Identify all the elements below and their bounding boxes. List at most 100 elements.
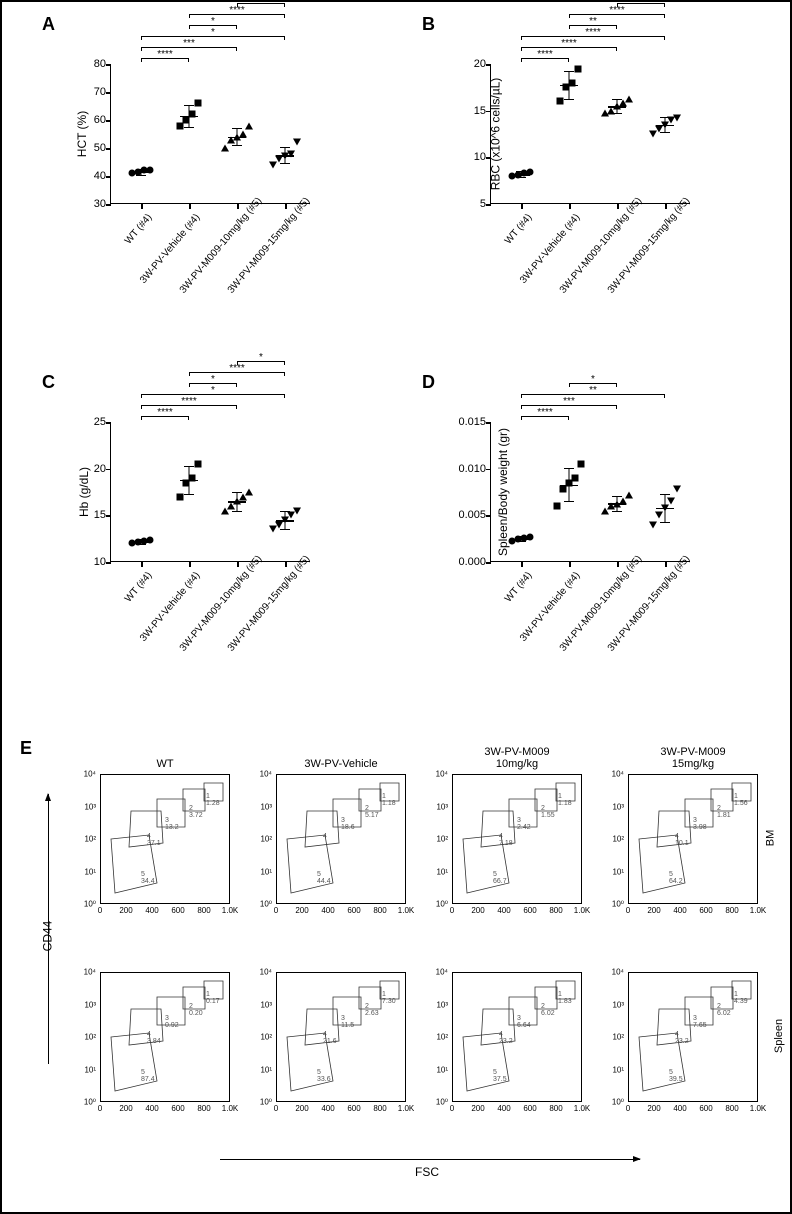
y-tick-label: 0.015 (446, 416, 486, 428)
gate-label: 318.6 (341, 817, 355, 831)
flow-ytick: 10³ (72, 802, 96, 811)
flow-xtick: 200 (647, 1104, 660, 1113)
flow-ytick: 10⁴ (600, 968, 624, 977)
gate-label: 11.83 (558, 991, 572, 1005)
data-point (572, 475, 579, 482)
flow-title: 3W-PV-M00910mg/kg (438, 746, 596, 770)
flow-xtick: 800 (549, 1104, 562, 1113)
gate-label: 533.6 (317, 1069, 331, 1083)
gate-label: 30.92 (165, 1015, 179, 1029)
flow-xtick: 1.0K (222, 906, 238, 915)
significance-label: **** (181, 396, 197, 407)
flow-xtick: 600 (347, 1104, 360, 1113)
significance-label: **** (537, 49, 553, 60)
gate-label: 22.63 (365, 1003, 379, 1017)
flow-row-spleen: 10.1720.2030.9243.84587.410⁰10¹10²10³10⁴… (72, 972, 758, 1130)
flow-ytick: 10² (424, 835, 448, 844)
data-point (560, 486, 567, 493)
data-point (578, 461, 585, 468)
flow-ytick: 10¹ (248, 1065, 272, 1074)
y-tick-label: 30 (66, 198, 106, 210)
flow-ytick: 10³ (424, 1000, 448, 1009)
data-point (239, 131, 247, 138)
flow-ytick: 10⁰ (424, 1098, 448, 1107)
scatter-plot: 10152025Hb (g/dL)WT (#4)3W-PV-Vehicle (#… (110, 422, 310, 562)
gate-label: 23.72 (189, 805, 203, 819)
y-axis-label: Hb (g/dL) (77, 466, 91, 516)
data-point (287, 150, 295, 157)
gate-label: 423.2 (675, 1031, 689, 1045)
flow-plot: 10.1720.2030.9243.84587.410⁰10¹10²10³10⁴… (72, 972, 230, 1130)
significance-label: **** (585, 27, 601, 38)
flow-xtick: 200 (647, 906, 660, 915)
gate-label: 32.42 (517, 817, 531, 831)
gate-label: 11.18 (558, 793, 572, 807)
y-tick-label: 10 (446, 151, 486, 163)
y-tick-label: 40 (66, 170, 106, 182)
flow-area: 11.5621.8133.98410.1564.2 (628, 774, 758, 904)
flow-xtick: 400 (321, 1104, 334, 1113)
gate-label: 17.30 (382, 991, 396, 1005)
flow-ytick: 10² (72, 1033, 96, 1042)
gate-label: 20.20 (189, 1003, 203, 1017)
gate-label: 21.55 (541, 805, 555, 819)
gate-label: 47.18 (499, 833, 513, 847)
flow-ytick: 10³ (248, 1000, 272, 1009)
y-tick-label: 10 (66, 556, 106, 568)
flow-ytick: 10¹ (424, 867, 448, 876)
flow-ytick: 10² (424, 1033, 448, 1042)
flow-xtick: 200 (471, 1104, 484, 1113)
flow-ytick: 10³ (72, 1000, 96, 1009)
data-point (667, 498, 675, 505)
gate-label: 534.4 (141, 871, 155, 885)
flow-ytick: 10¹ (600, 1065, 624, 1074)
y-tick-label: 15 (446, 105, 486, 117)
significance-label: **** (561, 38, 577, 49)
y-axis-label: Spleen/Body weight (gr) (496, 427, 510, 555)
flow-xtick: 1.0K (398, 906, 414, 915)
data-point (189, 475, 196, 482)
flow-xtick: 0 (450, 1104, 454, 1113)
data-point (293, 139, 301, 146)
flow-ytick: 10⁴ (424, 770, 448, 779)
flow-plot: 3W-PV-Vehicle11.1825.17318.64544.410⁰10¹… (248, 774, 406, 932)
gate-label: 437.1 (147, 833, 161, 847)
data-point (619, 498, 627, 505)
flow-area: 17.3022.63311.5421.6533.6 (276, 972, 406, 1102)
flow-ytick: 10⁴ (600, 770, 624, 779)
flow-xtick: 1.0K (750, 1104, 766, 1113)
data-point (673, 486, 681, 493)
flow-ytick: 10⁰ (424, 900, 448, 909)
flow-xtick: 600 (171, 906, 184, 915)
gate-label: 539.5 (669, 1069, 683, 1083)
flow-xtick: 600 (699, 1104, 712, 1113)
flow-ytick: 10⁴ (424, 968, 448, 977)
flow-xtick: 400 (497, 906, 510, 915)
data-point (655, 512, 663, 519)
data-point (527, 169, 534, 176)
data-point (147, 167, 154, 174)
flow-xtick: 400 (673, 1104, 686, 1113)
flow-plot: WT11.2823.72313.2437.1534.410⁰10¹10²10³1… (72, 774, 230, 932)
x-axis-arrow (220, 1159, 640, 1160)
significance-label: * (591, 374, 595, 385)
flow-ytick: 10¹ (248, 867, 272, 876)
flow-ytick: 10² (600, 1033, 624, 1042)
data-point (569, 79, 576, 86)
gate-label: 410.1 (675, 833, 689, 847)
flow-ytick: 10² (248, 1033, 272, 1042)
y-tick-label: 5 (446, 198, 486, 210)
x-axis-label: FSC (415, 1165, 439, 1179)
y-axis-label: CD44 (40, 921, 54, 952)
y-tick-label: 0.010 (446, 463, 486, 475)
flow-xtick: 600 (523, 906, 536, 915)
flow-xtick: 0 (450, 906, 454, 915)
flow-xtick: 800 (549, 906, 562, 915)
flow-plot: 3W-PV-M00915mg/kg11.5621.8133.98410.1564… (600, 774, 758, 932)
flow-area: 10.1720.2030.9243.84587.4 (100, 972, 230, 1102)
flow-xtick: 200 (119, 906, 132, 915)
gate-label: 537.5 (493, 1069, 507, 1083)
panel-d: D0.0000.0050.0100.015Spleen/Body weight … (422, 372, 762, 702)
flow-xtick: 200 (119, 1104, 132, 1113)
flow-ytick: 10⁴ (248, 968, 272, 977)
